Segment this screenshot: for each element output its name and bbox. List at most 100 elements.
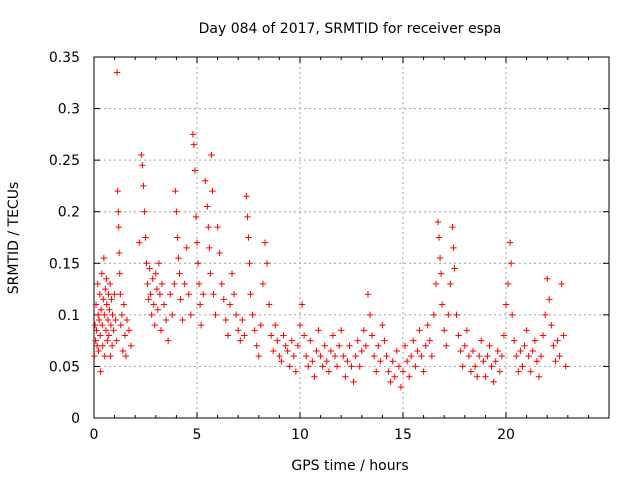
data-point [278,358,285,365]
data-point [150,301,157,308]
data-point [519,363,526,370]
data-point [122,352,130,360]
data-point [237,337,244,344]
data-point [317,352,324,360]
data-point [241,332,248,339]
data-point [453,311,460,319]
data-point [207,270,214,277]
data-point [94,280,101,288]
data-point [302,352,310,360]
data-point [145,296,152,303]
data-point [450,244,457,252]
data-point [98,270,106,277]
y-tick-label: 0.15 [49,256,80,272]
data-point [143,260,150,267]
data-point [550,342,557,349]
data-point [459,363,466,370]
data-point [179,316,186,324]
data-point [249,311,256,319]
data-point [408,352,415,360]
data-point [418,352,425,360]
data-point [350,378,357,386]
data-point [220,296,227,303]
data-point [506,239,514,246]
data-point [108,296,115,303]
data-point [101,311,108,319]
data-point [167,291,174,298]
data-point [548,321,555,329]
data-point [366,311,374,319]
data-point [95,347,102,355]
data-point [253,342,260,349]
data-point [393,347,401,355]
data-point [141,208,148,215]
data-point [195,280,203,288]
y-axis-label: SRMTID / TECUs [6,182,22,295]
y-tick-label: 0 [71,411,80,427]
data-point [194,260,202,267]
data-point [109,311,116,319]
data-point [154,306,162,313]
data-point [383,352,390,360]
data-point [103,301,110,308]
data-point [389,358,396,365]
data-point [331,352,339,360]
data-point [265,301,273,308]
data-point [91,321,99,329]
data-point [111,291,118,298]
data-point [521,342,528,349]
data-point [288,337,295,344]
data-point [496,368,504,375]
data-point [148,311,155,319]
data-point [115,249,123,257]
data-point [177,296,184,303]
data-point [263,260,271,267]
data-point [251,327,258,334]
data-point [319,363,326,370]
x-tick-label: 5 [193,427,202,443]
data-point [335,342,343,349]
data-point [323,358,330,365]
data-point [91,352,98,360]
plot-frame [93,56,610,419]
data-point [558,280,565,288]
data-point [206,244,213,252]
data-point [333,363,341,370]
data-point [544,275,551,282]
data-point [554,337,561,344]
data-point [531,337,539,344]
x-tick-label: 15 [394,427,412,443]
data-point [488,363,495,370]
data-point [325,368,333,375]
data-point [387,378,394,386]
data-point [473,373,481,380]
data-point [370,352,378,360]
data-point [364,291,372,298]
data-point [144,280,151,288]
data-point [228,270,236,277]
data-point [476,352,483,360]
data-point [270,347,277,355]
data-point [482,373,489,380]
y-tick-label: 0.3 [58,102,80,118]
data-point [210,291,217,298]
data-point [107,321,115,329]
data-point [121,332,129,339]
data-point [447,280,454,288]
data-point [471,363,479,370]
data-point [346,342,353,349]
data-point [93,342,101,349]
data-point [171,280,178,288]
data-point [153,285,161,293]
data-point [492,358,499,365]
data-point [541,311,549,319]
data-point [356,363,363,370]
data-point [546,296,553,303]
data-point [315,327,322,334]
data-point [157,327,165,334]
data-point [463,327,471,334]
data-point [183,244,190,252]
data-point [181,280,188,288]
data-point [414,347,421,355]
data-point [230,291,238,298]
